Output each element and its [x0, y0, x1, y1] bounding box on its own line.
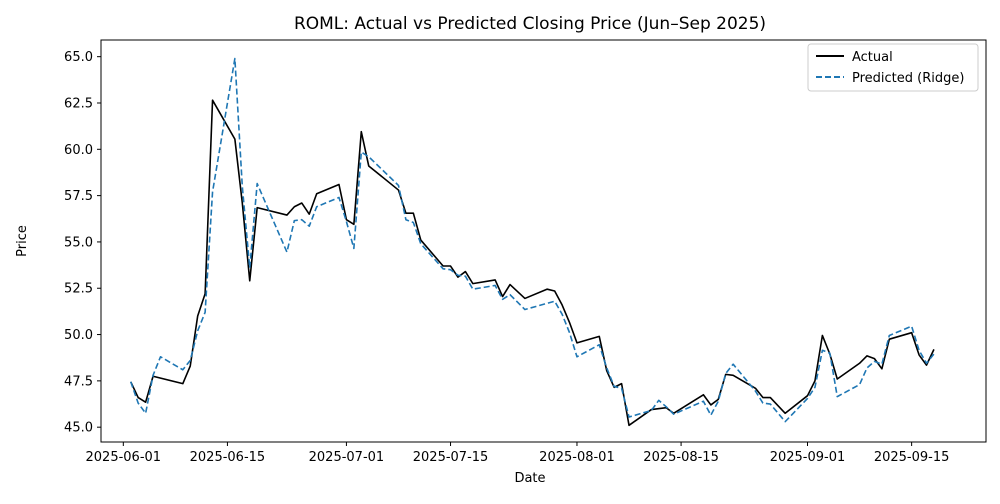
y-tick-label: 50.0: [64, 328, 93, 343]
legend-box: [807, 43, 979, 92]
legend-label-predicted: Predicted (Ridge): [852, 71, 964, 86]
x-tick-label: 2025-06-01: [86, 450, 162, 465]
y-tick-label: 52.5: [64, 282, 93, 297]
legend: Actual Predicted (Ridge): [807, 43, 979, 92]
plot-area: [101, 40, 986, 442]
legend-label-actual: Actual: [852, 50, 893, 65]
y-tick-label: 55.0: [64, 235, 93, 250]
y-tick-label: 57.5: [64, 189, 93, 204]
x-tick-label: 2025-07-01: [309, 450, 385, 465]
x-tick-label: 2025-09-01: [770, 450, 846, 465]
x-axis: 2025-06-01 2025-06-15 2025-07-01 2025-07-15…: [86, 442, 950, 465]
plot-frame: [100, 39, 987, 443]
series-line-actual: [130, 99, 935, 427]
x-tick-label: 2025-08-01: [539, 450, 615, 465]
y-tick-label: 47.5: [64, 374, 93, 389]
series-layer: [129, 57, 935, 427]
y-tick-label: 45.0: [64, 421, 93, 436]
y-axis-label: Price: [15, 225, 30, 257]
y-tick-label: 62.5: [64, 96, 93, 111]
y-tick-label: 65.0: [64, 50, 93, 65]
y-axis: 45.0 47.5 50.0 52.5 55.0 57.5 60.0 62.5 65.0: [64, 50, 101, 436]
y-tick-label: 60.0: [64, 143, 93, 158]
chart-title: ROML: Actual vs Predicted Closing Price …: [294, 14, 766, 34]
x-tick-label: 2025-06-15: [190, 450, 266, 465]
series-line-predicted: [129, 57, 935, 423]
x-axis-label: Date: [514, 471, 545, 486]
x-tick-label: 2025-09-15: [874, 450, 950, 465]
x-tick-label: 2025-07-15: [413, 450, 489, 465]
x-tick-label: 2025-08-15: [643, 450, 719, 465]
